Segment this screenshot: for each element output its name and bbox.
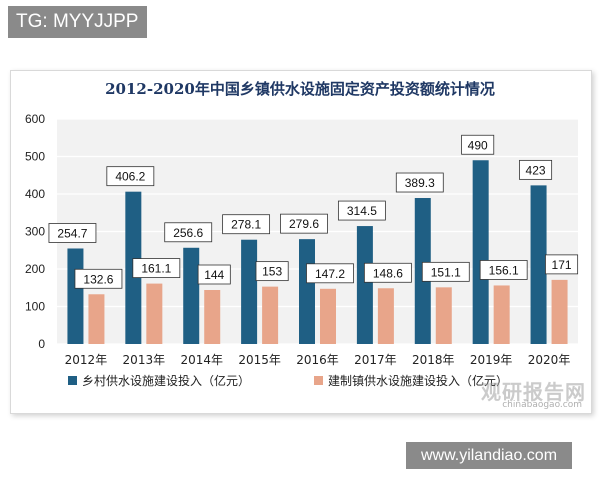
- data-label-box: [479, 260, 528, 280]
- x-tick-label: 2019年: [470, 353, 513, 367]
- bar-town: [262, 286, 279, 344]
- data-label-box: [48, 223, 97, 243]
- y-tick-label: 500: [25, 150, 45, 164]
- y-tick-label: 200: [25, 262, 45, 276]
- tg-badge: TG: MYYJJPP: [8, 6, 147, 38]
- data-label: 389.3: [405, 176, 435, 190]
- y-tick-label: 0: [38, 337, 45, 351]
- watermark-main-text: 观研报告网: [481, 380, 586, 404]
- data-label: 147.2: [315, 267, 345, 281]
- bar-town: [88, 294, 105, 344]
- url-badge: www.yilandiao.com: [406, 442, 572, 469]
- data-label: 151.1: [431, 265, 461, 279]
- y-tick-label: 300: [25, 225, 45, 239]
- legend-label: 建制镇供水设施建设投入（亿元）: [328, 373, 508, 388]
- legend-swatch: [314, 376, 323, 385]
- bar-town: [320, 288, 336, 344]
- bar-town: [435, 287, 452, 344]
- x-tick-label: 2018年: [412, 353, 455, 367]
- data-label: 156.1: [489, 263, 519, 277]
- data-label: 406.2: [115, 170, 145, 184]
- x-tick-label: 2020年: [528, 353, 571, 367]
- data-label-box: [519, 159, 553, 180]
- watermark-logo: 观研报告网 chinabaogao.com: [470, 376, 586, 416]
- data-label: 314.5: [347, 204, 377, 218]
- x-tick-label: 2017年: [354, 353, 397, 367]
- data-label: 153: [262, 265, 282, 279]
- data-label-box: [164, 222, 213, 243]
- y-tick-label: 100: [25, 300, 45, 314]
- data-label-box: [132, 258, 181, 278]
- legend-swatch: [68, 376, 77, 385]
- data-label: 278.1: [231, 218, 261, 232]
- data-label-box: [280, 213, 328, 234]
- bar-town: [204, 290, 221, 344]
- watermark-sub-text: chinabaogao.com: [502, 400, 582, 410]
- bar-rural: [241, 239, 258, 344]
- data-label: 148.6: [373, 266, 403, 280]
- data-label-box: [106, 166, 155, 187]
- data-label-box: [222, 214, 271, 235]
- bar-rural: [356, 226, 373, 344]
- data-label-box: [461, 134, 495, 155]
- legend-label: 乡村供水设施建设投入（亿元）: [82, 373, 250, 388]
- data-label-box: [545, 254, 579, 275]
- x-tick-label: 2014年: [180, 353, 223, 367]
- bar-rural: [299, 239, 315, 344]
- data-label: 144: [204, 268, 224, 282]
- y-tick-label: 600: [25, 112, 45, 126]
- data-label-box: [337, 200, 386, 221]
- data-label-box: [255, 261, 289, 282]
- bar-rural: [183, 247, 200, 344]
- data-label: 254.7: [57, 226, 87, 240]
- data-label: 256.6: [173, 226, 203, 240]
- data-label-box: [197, 264, 231, 285]
- chart-title: 2012-2020年中国乡镇供水设施固定资产投资额统计情况: [105, 80, 495, 98]
- bar-rural: [530, 185, 547, 344]
- data-label-box: [306, 263, 354, 284]
- data-label: 171: [552, 258, 572, 272]
- data-label-box: [363, 262, 412, 283]
- data-label: 490: [468, 138, 488, 152]
- bar-town: [146, 283, 163, 344]
- data-label-box: [395, 172, 444, 193]
- data-label: 161.1: [141, 262, 171, 276]
- bar-town: [493, 285, 510, 344]
- data-label-box: [74, 268, 123, 289]
- bar-town: [377, 288, 394, 344]
- x-tick-label: 2013年: [123, 353, 166, 367]
- data-label: 279.6: [289, 217, 319, 231]
- data-label-box: [421, 261, 470, 282]
- bar-rural: [472, 160, 489, 344]
- bar-rural: [67, 248, 84, 344]
- x-tick-label: 2015年: [238, 353, 281, 367]
- y-tick-label: 400: [25, 187, 45, 201]
- data-label: 423: [526, 163, 546, 177]
- x-tick-label: 2012年: [65, 353, 108, 367]
- x-tick-label: 2016年: [296, 353, 339, 367]
- data-label: 132.6: [83, 272, 113, 286]
- bar-town: [551, 279, 568, 344]
